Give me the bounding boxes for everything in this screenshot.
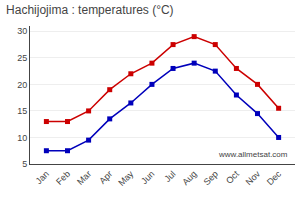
svg-text:10: 10 <box>17 133 27 143</box>
svg-text:30: 30 <box>17 26 27 36</box>
svg-text:Apr: Apr <box>97 169 114 186</box>
svg-text:Mar: Mar <box>75 169 93 187</box>
svg-text:Sep: Sep <box>201 169 219 187</box>
svg-text:5: 5 <box>22 159 27 169</box>
svg-text:www.allmetsat.com: www.allmetsat.com <box>218 150 288 159</box>
svg-text:May: May <box>116 168 135 187</box>
svg-text:Jan: Jan <box>34 169 51 186</box>
svg-text:Dec: Dec <box>265 168 284 187</box>
svg-text:15: 15 <box>17 106 27 116</box>
svg-text:25: 25 <box>17 53 27 63</box>
svg-text:Oct: Oct <box>224 168 241 185</box>
svg-text:Nov: Nov <box>244 168 263 187</box>
svg-text:Hachijojima : temperatures (°C: Hachijojima : temperatures (°C) <box>6 3 174 17</box>
svg-text:Aug: Aug <box>180 169 198 187</box>
svg-text:Jul: Jul <box>162 169 177 184</box>
svg-text:Feb: Feb <box>54 169 72 187</box>
svg-text:Jun: Jun <box>139 169 156 186</box>
svg-text:20: 20 <box>17 80 27 90</box>
